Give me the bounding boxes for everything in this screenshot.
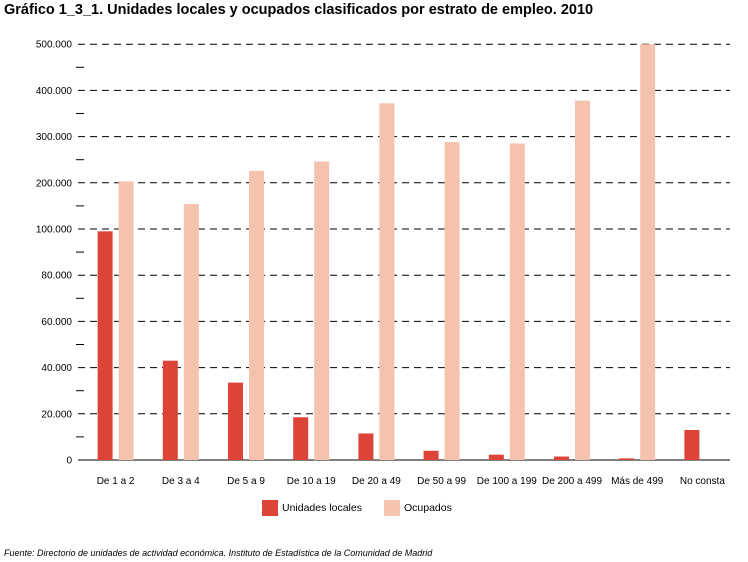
- x-tick-label: De 10 a 19: [287, 476, 336, 487]
- legend-swatch-ocupados: [383, 500, 400, 516]
- x-tick-label: Más de 499: [611, 476, 664, 487]
- y-tick-label: 300.000: [36, 132, 73, 143]
- y-tick-label: 500.000: [36, 40, 73, 51]
- x-tick-label: De 200 a 499: [542, 476, 602, 487]
- y-tick-label: 60.000: [41, 317, 72, 328]
- bar-ocupados: [575, 100, 590, 461]
- bar-unidades-locales: [358, 433, 374, 460]
- bar-unidades-locales: [228, 382, 243, 460]
- bar-unidades-locales: [684, 429, 700, 460]
- source-note: Fuente: Directorio de unidades de activi…: [4, 548, 433, 558]
- bar-unidades-locales: [619, 458, 635, 460]
- x-tick-label: De 50 a 99: [417, 476, 466, 487]
- y-tick-label: 400.000: [36, 86, 73, 97]
- legend-item-ocupados: Ocupados: [383, 500, 452, 516]
- bar-ocupados: [444, 142, 460, 461]
- x-tick-label: De 20 a 49: [352, 476, 401, 487]
- y-tick-label: 200.000: [36, 178, 73, 189]
- legend: Unidades locales Ocupados: [262, 500, 474, 516]
- bar-ocupados: [640, 44, 656, 460]
- legend-item-unidades-locales: Unidades locales: [262, 500, 362, 516]
- bar-chart: 0 20.000 40.000 60.000 80.000 100.000 200.000 3…: [36, 40, 730, 487]
- bar-unidades-locales: [162, 360, 178, 460]
- bar-ocupados: [118, 181, 134, 460]
- y-tick-label: 80.000: [41, 271, 72, 282]
- bar-ocupados: [249, 170, 264, 460]
- bar-unidades-locales: [423, 450, 439, 460]
- x-tick-label: De 5 a 9: [227, 476, 265, 487]
- bar-ocupados: [314, 161, 330, 460]
- y-tick-label: 0: [66, 456, 72, 467]
- legend-label-ocupados: Ocupados: [403, 502, 452, 514]
- x-tick-label: De 3 a 4: [162, 476, 200, 487]
- y-tick-label: 20.000: [41, 409, 72, 420]
- y-tick-label: 40.000: [41, 363, 72, 374]
- y-tick-label: 100.000: [36, 225, 73, 236]
- x-tick-label: De 100 a 199: [477, 476, 537, 487]
- bar-unidades-locales: [488, 454, 504, 460]
- legend-label-unidades-locales: Unidades locales: [282, 502, 362, 514]
- bar-ocupados: [183, 204, 199, 460]
- bar-ocupados: [379, 103, 395, 460]
- bar-unidades-locales: [97, 231, 113, 460]
- bar-ocupados: [509, 143, 525, 460]
- chart-title: Gráfico 1_3_1. Unidades locales y ocupad…: [4, 2, 594, 18]
- bar-unidades-locales: [554, 456, 569, 460]
- x-tick-label: De 1 a 2: [97, 476, 135, 487]
- bar-unidades-locales: [293, 417, 309, 460]
- legend-swatch-unidades-locales: [262, 500, 278, 516]
- x-tick-label: No consta: [680, 476, 725, 487]
